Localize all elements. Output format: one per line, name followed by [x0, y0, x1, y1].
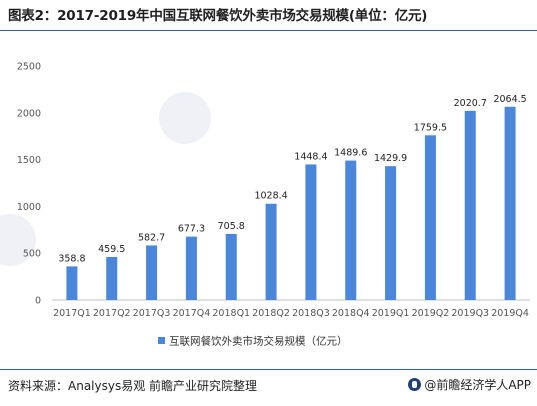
footer-divider: [0, 369, 537, 370]
data-label: 1448.4: [294, 151, 327, 162]
data-label: 677.3: [178, 224, 205, 235]
x-tick-label: 2018Q3: [292, 308, 330, 319]
chart-title: 图表2：2017-2019年中国互联网餐饮外卖市场交易规模(单位：亿元): [8, 8, 428, 24]
data-label: 582.7: [138, 232, 165, 243]
x-tick-label: 2017Q4: [173, 308, 211, 319]
x-tick-label: 2017Q3: [133, 308, 171, 319]
data-label: 1028.4: [254, 191, 287, 202]
brand-logo-icon: [408, 378, 422, 391]
bar: [146, 245, 158, 300]
x-tick-label: 2017Q1: [53, 308, 91, 319]
bars: [66, 106, 516, 300]
watermark: [0, 92, 211, 266]
x-axis-ticks: 2017Q1 2017Q2 2017Q3 2017Q4 2018Q1 2018Q2 2018…: [53, 308, 529, 319]
y-tick-label: 1000: [17, 202, 41, 213]
x-tick-label: 2019Q2: [412, 308, 450, 319]
x-tick-label: 2017Q2: [93, 308, 131, 319]
data-labels: 358.8 459.5 582.7 677.3 705.8 1028.4 1448.4 148…: [58, 94, 526, 265]
x-tick-label: 2019Q1: [372, 308, 410, 319]
brand: @前瞻经济学人APP: [408, 376, 531, 393]
x-tick-label: 2018Q2: [252, 308, 290, 319]
source-note: 资料来源：Analysys易观 前瞻产业研究院整理: [8, 379, 258, 393]
bar: [385, 166, 397, 300]
bar: [106, 256, 118, 300]
bar: [185, 236, 197, 300]
y-tick-label: 500: [23, 249, 41, 260]
bar: [424, 135, 436, 300]
data-label: 1489.6: [334, 148, 367, 159]
x-tick-label: 2019Q3: [451, 308, 489, 319]
bar: [225, 233, 237, 300]
x-tick-label: 2018Q1: [212, 308, 250, 319]
bar: [305, 164, 317, 300]
bar: [464, 110, 476, 300]
data-label: 2020.7: [454, 98, 487, 109]
y-tick-label: 0: [35, 296, 41, 307]
legend-label: 互联网餐饮外卖市场交易规模（亿元）: [169, 335, 348, 348]
x-tick-label: 2018Q4: [332, 308, 370, 319]
bar: [66, 266, 78, 300]
title-divider: [0, 30, 537, 31]
y-tick-label: 2500: [17, 62, 41, 73]
brand-label: @前瞻经济学人APP: [424, 378, 531, 392]
data-label: 358.8: [58, 253, 85, 264]
y-tick-label: 1500: [17, 155, 41, 166]
y-tick-label: 2000: [17, 108, 41, 119]
bar: [345, 160, 357, 300]
data-label: 1759.5: [414, 122, 447, 133]
legend: 互联网餐饮外卖市场交易规模（亿元）: [158, 335, 348, 348]
data-label: 459.5: [98, 244, 125, 255]
y-axis-ticks: 0 500 1000 1500 2000 2500: [17, 62, 41, 307]
bar: [265, 203, 277, 300]
x-tick-label: 2019Q4: [491, 308, 529, 319]
legend-swatch: [158, 337, 165, 344]
data-label: 1429.9: [374, 153, 407, 164]
data-label: 2064.5: [493, 94, 526, 105]
data-label: 705.8: [218, 221, 245, 232]
bar: [504, 106, 516, 300]
